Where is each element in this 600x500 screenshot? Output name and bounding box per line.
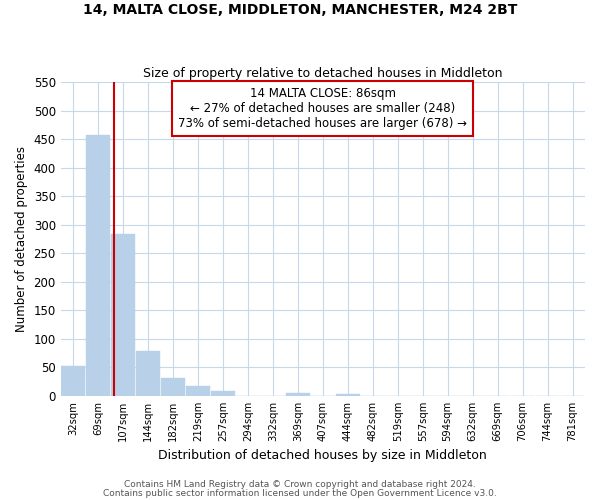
Bar: [211, 391, 235, 396]
Title: Size of property relative to detached houses in Middleton: Size of property relative to detached ho…: [143, 66, 503, 80]
Text: 14, MALTA CLOSE, MIDDLETON, MANCHESTER, M24 2BT: 14, MALTA CLOSE, MIDDLETON, MANCHESTER, …: [83, 2, 517, 16]
Bar: [136, 352, 160, 396]
Text: 14 MALTA CLOSE: 86sqm
← 27% of detached houses are smaller (248)
73% of semi-det: 14 MALTA CLOSE: 86sqm ← 27% of detached …: [178, 87, 467, 130]
Bar: [86, 135, 110, 396]
Bar: [161, 378, 185, 396]
Bar: [186, 386, 210, 396]
Bar: [286, 392, 310, 396]
Text: Contains HM Land Registry data © Crown copyright and database right 2024.: Contains HM Land Registry data © Crown c…: [124, 480, 476, 489]
Bar: [336, 394, 359, 396]
Bar: [111, 234, 135, 396]
Y-axis label: Number of detached properties: Number of detached properties: [15, 146, 28, 332]
Text: Contains public sector information licensed under the Open Government Licence v3: Contains public sector information licen…: [103, 488, 497, 498]
Bar: [61, 366, 85, 396]
X-axis label: Distribution of detached houses by size in Middleton: Distribution of detached houses by size …: [158, 450, 487, 462]
